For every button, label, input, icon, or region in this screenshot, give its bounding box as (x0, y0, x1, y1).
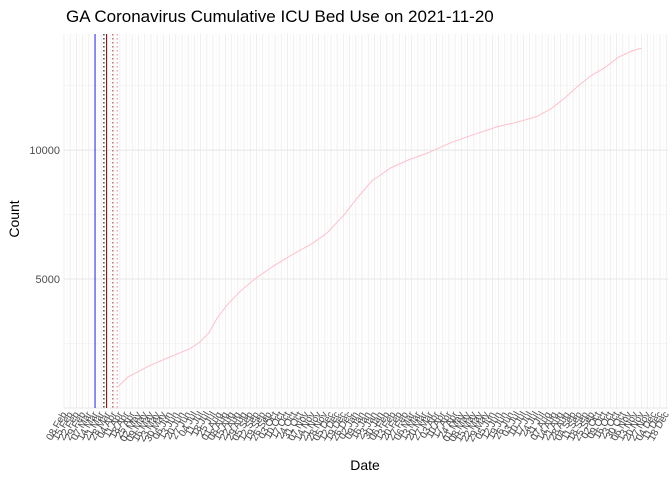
data-point (116, 386, 118, 388)
data-point (536, 116, 538, 118)
data-point (550, 108, 552, 110)
data-point (137, 371, 139, 373)
plot-area (64, 34, 668, 408)
data-point (617, 56, 619, 58)
series-line (116, 47, 642, 388)
y-tick-label: 10000 (29, 145, 60, 157)
data-point (406, 159, 408, 161)
data-point (563, 97, 565, 99)
data-point (577, 85, 579, 87)
reference-lines (94, 34, 118, 408)
data-point (312, 242, 314, 244)
grid-lines (63, 34, 668, 409)
data-point (428, 152, 430, 154)
x-axis-title: Date (350, 457, 380, 473)
data-point (289, 255, 291, 257)
data-point (164, 358, 166, 360)
data-point (216, 317, 218, 319)
data-point (239, 291, 241, 293)
data-point (389, 167, 391, 169)
data-point (254, 278, 256, 280)
y-tick-label: 5000 (36, 274, 60, 286)
data-point (326, 232, 328, 234)
y-axis-title: Count (6, 200, 22, 237)
data-point (473, 134, 475, 136)
data-point (496, 126, 498, 128)
data-point (371, 180, 373, 182)
data-point (189, 348, 191, 350)
data-point (199, 341, 201, 343)
y-tick-labels: 5000 10000 (29, 145, 60, 286)
data-point (127, 376, 129, 378)
data-point (208, 332, 210, 334)
data-point (226, 304, 228, 306)
data-point (451, 141, 453, 143)
data-point (591, 74, 593, 76)
data-point (177, 353, 179, 355)
data-point (518, 121, 520, 123)
chart-title: GA Coronavirus Cumulative ICU Bed Use on… (66, 7, 494, 26)
data-point (604, 67, 606, 69)
data-point (632, 50, 634, 52)
data-point (272, 265, 274, 267)
data-point (357, 195, 359, 197)
data-point (640, 47, 642, 49)
data-point (149, 364, 151, 366)
data-point (343, 214, 345, 216)
plot-background (64, 34, 668, 408)
series-layer (116, 47, 642, 388)
